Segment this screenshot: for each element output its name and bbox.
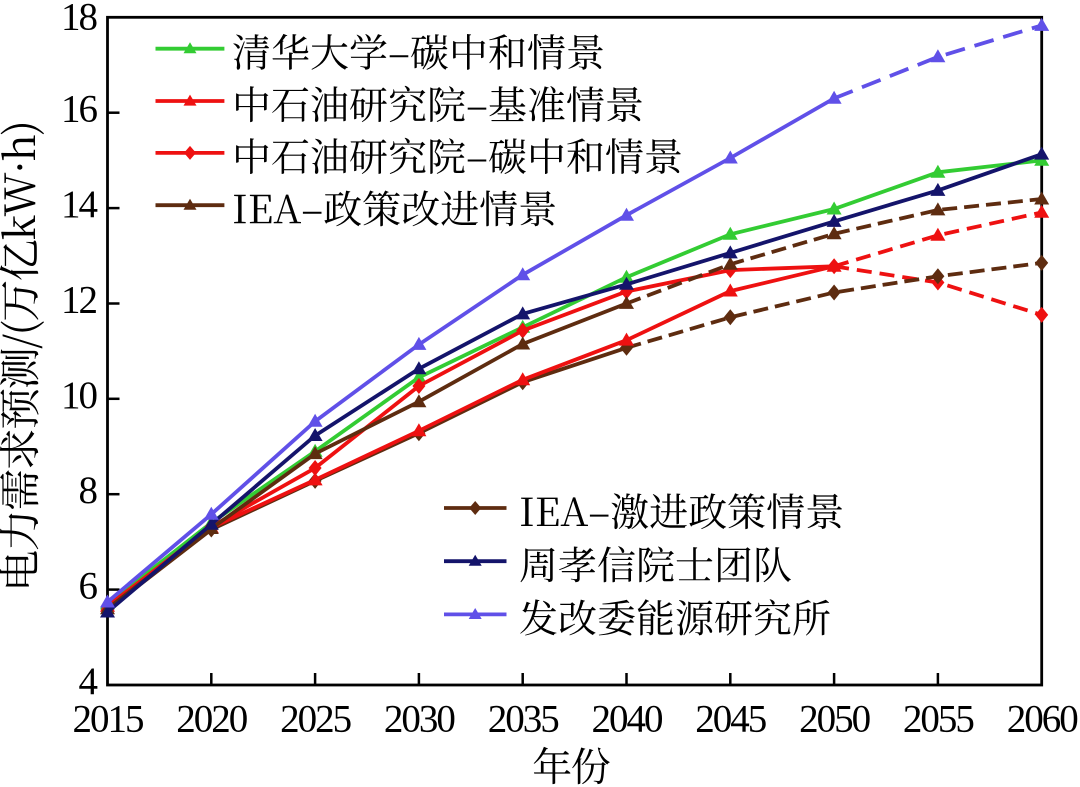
svg-text:14: 14 — [61, 183, 98, 226]
svg-text:18: 18 — [61, 0, 98, 38]
svg-text:2050: 2050 — [799, 698, 871, 741]
svg-text:2040: 2040 — [592, 698, 664, 741]
svg-text:6: 6 — [79, 565, 98, 608]
svg-text:2025: 2025 — [280, 698, 351, 741]
svg-text:2060: 2060 — [1007, 698, 1079, 741]
svg-text:2020: 2020 — [176, 698, 248, 741]
svg-text:12: 12 — [61, 279, 97, 322]
svg-text:2015: 2015 — [73, 698, 144, 741]
svg-text:2030: 2030 — [384, 698, 456, 741]
svg-text:4: 4 — [79, 660, 98, 703]
svg-text:8: 8 — [79, 469, 98, 512]
svg-text:10: 10 — [61, 374, 98, 417]
svg-text:2055: 2055 — [903, 698, 974, 741]
svg-text:2045: 2045 — [695, 698, 766, 741]
svg-text:2035: 2035 — [488, 698, 559, 741]
svg-text:16: 16 — [61, 88, 98, 131]
